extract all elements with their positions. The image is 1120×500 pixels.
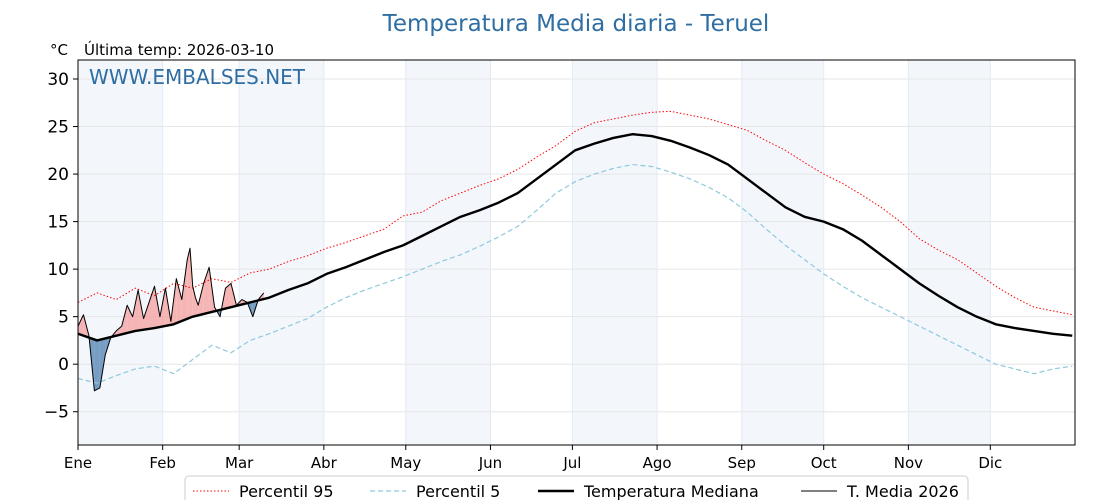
month-bands	[78, 60, 991, 445]
warm-anomaly-fill	[78, 314, 84, 336]
x-tick-label: Ago	[643, 454, 672, 472]
month-band	[405, 60, 491, 445]
warm-anomaly-fill	[154, 286, 160, 329]
x-tick-label: May	[390, 454, 421, 472]
month-band	[572, 60, 658, 445]
y-tick-label: 10	[47, 260, 69, 280]
x-tick-label: Nov	[894, 454, 923, 472]
legend: Percentil 95 Percentil 5 Temperatura Media…	[184, 475, 969, 500]
warm-anomaly-fill	[195, 297, 199, 316]
watermark: WWW.EMBALSES.NET	[89, 65, 306, 89]
cold-anomaly-fill	[99, 338, 106, 388]
y-tick-label: 15	[47, 213, 69, 233]
legend-label: Temperatura Mediana	[583, 482, 759, 500]
warm-anomaly-fill	[121, 305, 128, 335]
chart-title: Temperatura Media diaria - Teruel	[382, 11, 770, 37]
x-tick-label: Sep	[728, 454, 756, 472]
series-lines	[77, 110, 1073, 392]
month-band	[741, 60, 824, 445]
y-tick-label: −5	[44, 403, 69, 423]
series-line-0	[77, 110, 1073, 316]
warm-anomaly-fill	[143, 302, 150, 330]
month-band	[239, 60, 324, 445]
x-tick-label: Ene	[64, 454, 92, 472]
warm-anomaly-fill	[138, 290, 144, 331]
cold-anomaly-fill	[94, 339, 100, 391]
warm-anomaly-fill	[181, 259, 188, 322]
x-tick-label: Jul	[562, 454, 581, 472]
warm-anomaly-fill	[176, 278, 182, 324]
plot-frame	[77, 59, 1076, 446]
warm-anomaly-fill	[187, 248, 190, 319]
warm-anomaly-fill	[132, 290, 139, 332]
y-tick-label: 5	[58, 308, 69, 328]
series-line-1	[77, 163, 1073, 384]
y-axis-ticks: −5 0 5 10 15 20 25 30	[44, 70, 78, 423]
y-tick-label: 30	[47, 70, 69, 90]
warm-anomaly-fill	[149, 286, 155, 329]
warm-anomaly-fill	[116, 326, 122, 336]
legend-label: Percentil 95	[239, 482, 334, 500]
warm-anomaly-fill	[198, 283, 204, 316]
x-axis-ticks: Ene Feb Mar Abr May Jun Jul Ago Sep Oct Nov Dic	[64, 445, 1002, 472]
x-tick-label: Abr	[311, 454, 338, 472]
legend-label: Percentil 5	[416, 482, 500, 500]
series-line-2	[77, 132, 1073, 342]
grid-lines	[77, 60, 1075, 445]
warm-anomaly-fill	[189, 248, 193, 318]
x-tick-label: Feb	[149, 454, 176, 472]
warm-anomaly-fill	[127, 305, 133, 333]
warm-anomaly-fill	[192, 286, 196, 317]
legend-label: T. Media 2026	[846, 482, 959, 500]
month-band	[908, 60, 991, 445]
series-line-3	[77, 247, 265, 392]
legend-box	[184, 475, 969, 500]
warm-anomaly-fill	[203, 267, 210, 314]
y-tick-label: 20	[47, 165, 69, 185]
x-tick-label: Oct	[811, 454, 837, 472]
x-tick-label: Dic	[978, 454, 1002, 472]
month-band	[78, 60, 163, 445]
y-tick-label: 0	[58, 355, 69, 375]
warm-anomaly-fill	[225, 283, 231, 309]
y-tick-label: 25	[47, 118, 69, 138]
unit-label: °C	[50, 41, 68, 59]
x-tick-label: Jun	[478, 454, 502, 472]
last-temp-label: Última temp: 2026-03-10	[84, 40, 274, 59]
x-tick-label: Mar	[225, 454, 254, 472]
